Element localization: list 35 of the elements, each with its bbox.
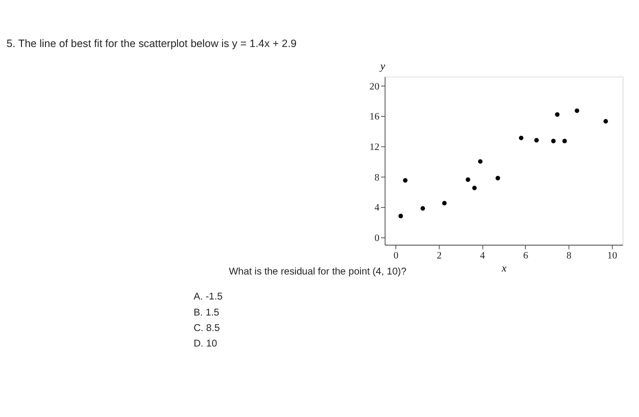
y-tick-label: 20 [370, 81, 380, 92]
x-tick-label: 8 [566, 250, 572, 262]
text: What is the residual for the point (4, 10)? [228, 266, 407, 278]
x-axis-title: x [500, 263, 507, 274]
point [518, 136, 524, 140]
text: B. 1.5 [194, 307, 220, 318]
point [562, 138, 567, 144]
y-tick-label: 8 [374, 172, 380, 184]
y-tick-label: 16 [370, 112, 380, 123]
y-tick-label: 12 [370, 142, 380, 153]
x-tick-label: 4 [480, 250, 485, 262]
point [603, 119, 608, 124]
y-tick-label: 4 [374, 202, 380, 214]
point [403, 178, 408, 183]
point [534, 138, 539, 142]
x-tick-label: 10 [607, 250, 618, 262]
text: 5. The line of best fit for the scatterplot below is y = 1.4x + 2.9 [6, 38, 297, 50]
y-axis-title: y [379, 62, 386, 73]
text: C. 8.5 [194, 322, 220, 334]
x-tick-label: 6 [523, 250, 528, 262]
x-tick-label: 2 [436, 250, 442, 262]
point [551, 138, 556, 144]
y-tick-label: 0 [374, 232, 380, 244]
point [442, 200, 447, 206]
text: D. 10 [194, 338, 218, 350]
point [420, 206, 426, 211]
text: A. -1.5 [194, 292, 224, 303]
point [466, 177, 470, 182]
point [574, 108, 580, 113]
point [496, 176, 500, 180]
point [555, 112, 560, 117]
point [472, 186, 477, 190]
point [398, 214, 403, 218]
point [478, 159, 483, 164]
x-tick-label: 0 [393, 250, 398, 262]
